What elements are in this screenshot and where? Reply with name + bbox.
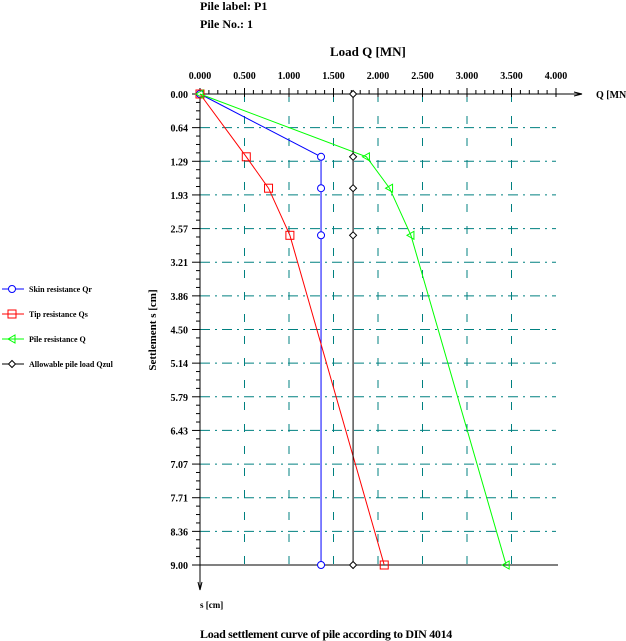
triangle-marker [361, 151, 370, 162]
diamond-marker [348, 89, 358, 99]
diamond-marker [348, 560, 358, 570]
y-tick-label: 1.93 [171, 191, 189, 202]
x-tick-label: 0.500 [233, 71, 256, 82]
circle-marker [317, 152, 326, 161]
chart-title: Load Q [MN] [330, 44, 406, 59]
legend-label: Pile resistance Q [29, 335, 86, 344]
pile-label: Pile label: P1 [200, 0, 268, 13]
square-marker [379, 560, 389, 570]
series-line-2 [199, 93, 507, 566]
x-tick-label: 0.000 [189, 71, 212, 82]
y-tick-label: 3.86 [171, 292, 189, 303]
diamond-marker [348, 183, 358, 193]
y-tick-label: 8.36 [171, 527, 189, 538]
y-tick-label: 7.07 [171, 460, 189, 471]
triangle-marker [405, 230, 415, 241]
y-tick-label: 3.21 [171, 258, 189, 269]
y-tick-label: 4.50 [171, 326, 189, 337]
y-tick-label: 1.29 [171, 157, 189, 168]
y-tick-label: 9.00 [171, 561, 189, 572]
diamond-marker [7, 359, 17, 369]
y-axis-arrow-icon [197, 581, 203, 591]
x-tick-label: 4.000 [545, 71, 568, 82]
y-axis-bottom-label: s [cm] [200, 600, 223, 610]
legend-label: Allowable pile load Qzul [29, 360, 114, 369]
triangle-marker [6, 334, 16, 344]
x-tick-label: 1.000 [278, 71, 301, 82]
diamond-marker [348, 152, 358, 162]
circle-marker [317, 561, 326, 569]
x-tick-label: 3.000 [456, 71, 479, 82]
y-tick-label: 0.00 [171, 90, 189, 101]
chart-caption: Load settlement curve of pile according … [200, 627, 452, 641]
circle-marker [8, 285, 16, 293]
triangle-marker [384, 183, 394, 194]
x-tick-label: 2.500 [411, 71, 434, 82]
y-tick-label: 5.79 [171, 393, 189, 404]
x-tick-label: 3.500 [500, 71, 523, 82]
x-axis-arrow-icon [573, 91, 583, 97]
legend-label: Skin resistance Qr [29, 285, 92, 294]
series-line-1 [199, 93, 385, 566]
legend-label: Tip resistance Qs [29, 310, 88, 319]
y-tick-label: 0.64 [171, 124, 189, 135]
diamond-marker [348, 231, 358, 240]
y-tick-label: 7.71 [171, 494, 189, 505]
pile-number: Pile No.: 1 [200, 17, 253, 31]
y-tick-label: 6.43 [171, 426, 189, 437]
x-tick-label: 1.500 [322, 71, 345, 82]
circle-marker [317, 231, 326, 240]
circle-marker [317, 184, 326, 193]
y-axis-label: Settlement s [cm] [147, 289, 159, 370]
square-marker [7, 309, 17, 319]
square-marker [241, 152, 251, 162]
square-marker [285, 230, 295, 240]
triangle-marker [501, 560, 510, 570]
y-tick-label: 2.57 [171, 225, 189, 236]
square-marker [264, 183, 274, 193]
x-tick-label: 2.000 [367, 71, 390, 82]
x-axis-label: Q [MN] [596, 90, 626, 101]
triangle-marker [194, 89, 204, 99]
y-tick-label: 5.14 [171, 359, 189, 370]
